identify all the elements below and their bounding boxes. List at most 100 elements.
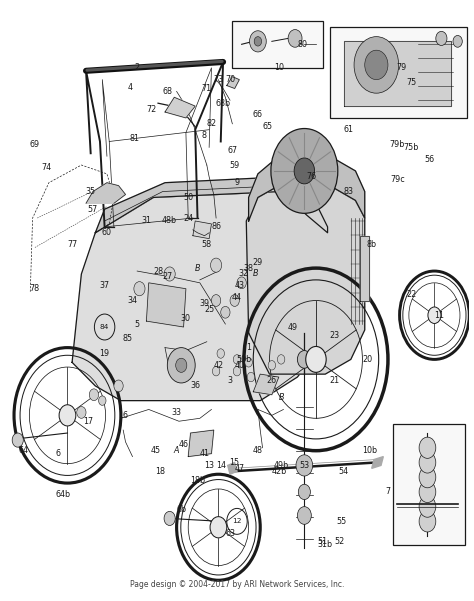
Circle shape (164, 511, 175, 525)
Text: 27: 27 (162, 272, 173, 281)
Circle shape (354, 37, 399, 93)
Text: 25: 25 (204, 305, 214, 314)
Text: 26: 26 (267, 376, 277, 385)
Text: 44: 44 (232, 293, 242, 302)
Text: 40: 40 (234, 361, 244, 370)
Text: 85: 85 (123, 334, 133, 343)
Text: Page design © 2004-2017 by ARI Network Services, Inc.: Page design © 2004-2017 by ARI Network S… (130, 580, 344, 589)
Circle shape (167, 347, 195, 383)
Circle shape (268, 361, 275, 370)
Text: 6b: 6b (176, 505, 186, 514)
Text: 73: 73 (213, 75, 223, 84)
Text: 3: 3 (228, 376, 233, 385)
Text: 56: 56 (425, 154, 435, 163)
Polygon shape (193, 221, 211, 239)
Text: 54: 54 (339, 467, 349, 476)
Text: 49: 49 (288, 323, 298, 332)
Text: 9: 9 (235, 178, 239, 187)
Text: 72: 72 (146, 105, 156, 114)
Text: 21: 21 (329, 376, 339, 385)
Text: 61: 61 (344, 125, 354, 134)
Text: 79c: 79c (390, 175, 405, 185)
Circle shape (298, 484, 310, 499)
Text: 70: 70 (225, 75, 235, 84)
Text: 63: 63 (225, 529, 235, 538)
Circle shape (245, 358, 252, 367)
Circle shape (212, 367, 220, 376)
Text: 19: 19 (100, 349, 109, 358)
Circle shape (210, 517, 227, 538)
Text: 1: 1 (246, 343, 251, 352)
Text: 10b: 10b (362, 446, 377, 455)
Circle shape (419, 511, 436, 532)
Text: 2: 2 (135, 63, 140, 72)
Text: 37: 37 (100, 281, 109, 290)
Circle shape (217, 349, 225, 358)
Text: 10: 10 (274, 63, 284, 72)
Circle shape (176, 358, 187, 373)
Circle shape (365, 50, 388, 80)
Polygon shape (188, 430, 214, 457)
Text: 14: 14 (216, 461, 226, 470)
Polygon shape (253, 374, 279, 395)
Polygon shape (372, 457, 383, 468)
Circle shape (419, 496, 436, 517)
Circle shape (288, 29, 302, 47)
Polygon shape (146, 283, 186, 327)
Text: 59: 59 (229, 160, 240, 169)
Circle shape (12, 433, 23, 447)
Text: 13: 13 (204, 461, 214, 470)
Circle shape (419, 452, 436, 473)
Text: A: A (174, 446, 179, 455)
Text: 4: 4 (128, 83, 133, 92)
Text: 15: 15 (229, 458, 240, 467)
Text: 68b: 68b (216, 99, 231, 108)
Text: 79: 79 (397, 63, 407, 72)
Text: 38: 38 (244, 264, 254, 273)
Text: B: B (278, 393, 284, 402)
Text: 20: 20 (362, 355, 372, 364)
Text: 17: 17 (83, 416, 93, 426)
Text: 55: 55 (337, 517, 346, 526)
Circle shape (221, 307, 230, 318)
Text: 50b: 50b (237, 355, 252, 364)
Circle shape (453, 35, 462, 47)
Text: 52: 52 (334, 537, 344, 546)
Circle shape (237, 277, 246, 288)
Circle shape (59, 404, 76, 426)
Text: 51: 51 (318, 537, 328, 546)
Text: 50: 50 (183, 193, 193, 202)
FancyBboxPatch shape (232, 20, 323, 68)
Text: 79b: 79b (390, 140, 405, 149)
Circle shape (297, 507, 311, 524)
Text: 84: 84 (100, 324, 109, 330)
Text: 33: 33 (172, 408, 182, 417)
Circle shape (249, 31, 266, 52)
Text: 53: 53 (299, 461, 310, 470)
Text: 6: 6 (55, 449, 61, 458)
Circle shape (247, 373, 255, 382)
Text: 45: 45 (151, 446, 161, 455)
Text: 34: 34 (128, 296, 137, 305)
Polygon shape (246, 186, 365, 374)
Text: 47: 47 (234, 464, 245, 473)
Text: B: B (195, 264, 201, 273)
Circle shape (419, 481, 436, 502)
Text: 39: 39 (200, 299, 210, 308)
Text: 82: 82 (206, 120, 217, 128)
Text: 77: 77 (67, 240, 77, 249)
Text: 7: 7 (385, 487, 391, 496)
Circle shape (233, 355, 241, 364)
Polygon shape (248, 156, 365, 221)
Text: 42: 42 (213, 361, 223, 370)
Circle shape (306, 346, 326, 373)
Text: 67: 67 (228, 146, 237, 155)
Circle shape (419, 437, 436, 459)
Polygon shape (165, 97, 195, 118)
Circle shape (77, 406, 86, 418)
Polygon shape (86, 183, 126, 203)
Text: 74: 74 (42, 163, 52, 172)
Polygon shape (228, 463, 237, 474)
Circle shape (233, 367, 241, 376)
Text: 71: 71 (202, 84, 212, 93)
